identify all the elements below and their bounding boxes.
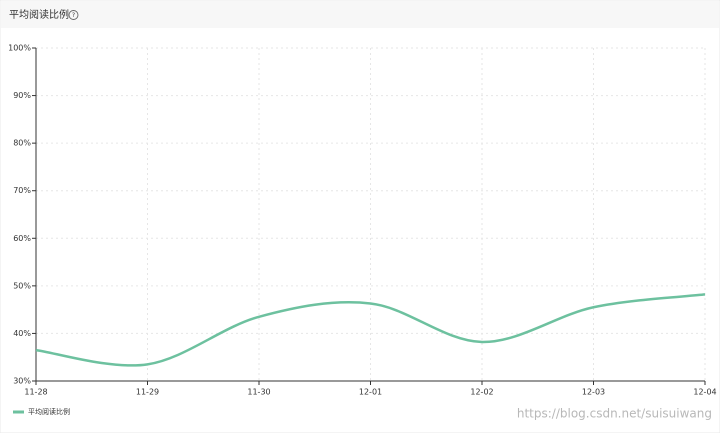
- x-tick-label: 11-28: [24, 388, 47, 397]
- line: [35, 293, 706, 367]
- help-icon[interactable]: [68, 10, 79, 20]
- header-bar: [1, 1, 719, 28]
- x-tick-label: 11-30: [247, 388, 270, 397]
- y-tick-label: 90%: [13, 91, 31, 100]
- x-tick-label: 12-04: [693, 388, 716, 397]
- x-tick-label: 12-03: [582, 388, 605, 397]
- chart-title: 平均阅读比例: [9, 8, 69, 21]
- legend-label: 平均阅读比例: [28, 407, 70, 416]
- y-tick-label: 30%: [13, 377, 31, 386]
- y-tick-label: 100%: [8, 44, 31, 53]
- x-tick-label: 12-01: [359, 388, 382, 397]
- x-tick-label: 11-29: [136, 388, 159, 397]
- y-tick-label: 80%: [13, 139, 31, 148]
- y-tick-label: 50%: [13, 281, 31, 290]
- y-tick-label: 40%: [13, 329, 31, 338]
- help-icon-text: ?: [72, 12, 75, 19]
- y-tick-label: 60%: [13, 234, 31, 243]
- watermark: https://blog.csdn.net/suisuiwang: [517, 407, 712, 421]
- y-tick-label: 70%: [13, 186, 31, 195]
- x-tick-label: 12-02: [470, 388, 493, 397]
